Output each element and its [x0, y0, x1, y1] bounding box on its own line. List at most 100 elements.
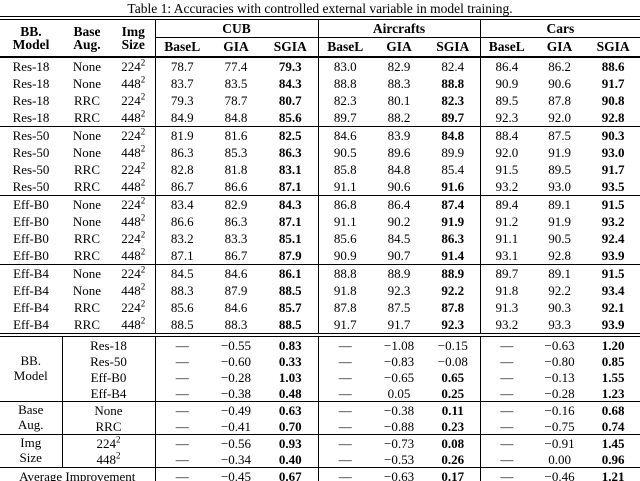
- value-cell: −0.75: [544, 418, 575, 434]
- col-header-base-aug: Base Aug.: [62, 18, 112, 58]
- cell-base-aug: RRC: [73, 317, 100, 332]
- value-cell: —: [479, 467, 534, 481]
- value-cell: 82.4: [441, 59, 465, 74]
- value-cell: 85.1: [278, 231, 302, 246]
- value-cell: 86.4: [372, 195, 427, 213]
- value-cell: 84.8: [387, 162, 411, 177]
- value-cell: 92.0: [548, 110, 571, 125]
- summary-sub-label: RRC: [61, 418, 155, 435]
- value-cell: 90.3: [548, 300, 571, 315]
- value-cell: 88.3: [154, 282, 209, 299]
- value-cell: 91.7: [317, 316, 373, 335]
- value-cell: 0.65: [441, 369, 465, 385]
- value-cell: 82.5: [263, 126, 319, 144]
- value-cell: 91.1: [317, 213, 373, 230]
- value-cell: −0.41: [220, 418, 252, 434]
- cell-img-size: 2242: [121, 230, 146, 246]
- header-line: Base: [73, 23, 101, 39]
- value-cell: 91.9: [548, 145, 571, 160]
- subcol-header-basel: BaseL: [479, 37, 534, 58]
- value-cell: 92.2: [441, 283, 465, 298]
- value-cell: 0.11: [426, 401, 481, 418]
- cell-backbone: Res-50: [0, 126, 62, 144]
- value-cell: —: [317, 451, 373, 468]
- average-improvement-label: Average Improvement: [0, 467, 155, 481]
- value-cell: 84.9: [154, 109, 209, 127]
- group-header-cub: CUB: [154, 18, 319, 38]
- value-cell: 92.1: [601, 300, 625, 315]
- value-cell: 87.9: [278, 248, 302, 263]
- cell-backbone: Eff-B0: [0, 195, 62, 213]
- value-cell: 93.3: [548, 317, 571, 332]
- value-cell: —: [479, 333, 534, 353]
- value-cell: 79.3: [154, 92, 209, 109]
- cell-img-size: 4482: [121, 109, 146, 125]
- superscript: 2: [140, 178, 146, 188]
- superscript: 2: [140, 316, 146, 326]
- cell-img-size: 4482: [121, 316, 146, 332]
- value-cell: 86.7: [154, 178, 209, 196]
- value-cell: −0.80: [544, 353, 575, 369]
- value-cell: 83.9: [372, 126, 427, 144]
- result-row: Res-18 None 4482 83.7 83.5 84.3 88.8 88.3 88.8 90…: [0, 75, 640, 92]
- header-line: Size: [121, 37, 145, 52]
- value-cell: 90.9: [479, 75, 534, 92]
- value-cell: —: [154, 467, 209, 481]
- value-cell: 85.8: [317, 161, 373, 178]
- value-cell: 92.8: [548, 248, 571, 263]
- summary-sub-label: Eff-B0: [61, 369, 155, 385]
- value-cell: 91.1: [317, 178, 373, 196]
- cell-backbone: Res-18: [12, 76, 50, 91]
- value-cell: —: [479, 385, 534, 402]
- result-row: Res-50 RRC 2242 82.8 81.8 83.1 85.8 84.8 85.4 91.…: [0, 161, 640, 178]
- value-cell: 91.7: [601, 76, 625, 91]
- cell-base-aug: RRC: [73, 162, 100, 177]
- summary-row: 4482— −0.34 0.40— −0.53 0.26—0.00 0.96: [0, 451, 640, 468]
- cell-img-size: 4482: [121, 247, 146, 263]
- col-header-bb-model: BB. Model: [0, 18, 62, 58]
- value-cell: 92.3: [479, 109, 534, 127]
- header-line: Img: [121, 23, 145, 39]
- value-cell: −0.60: [220, 353, 252, 369]
- cell-base-aug: RRC: [73, 300, 100, 315]
- value-cell: −0.38: [220, 385, 252, 401]
- value-cell: 83.4: [154, 195, 209, 213]
- value-cell: 0.67: [263, 467, 319, 481]
- value-cell: 0.63: [263, 401, 319, 418]
- value-cell: —: [317, 401, 373, 418]
- summary-sub-label: Eff-B4: [61, 385, 155, 402]
- value-cell: −0.13: [544, 369, 575, 385]
- value-cell: 91.5: [586, 195, 640, 213]
- cell-base-aug: None: [72, 145, 102, 160]
- value-cell: —: [317, 385, 373, 402]
- value-cell: 88.8: [441, 76, 465, 91]
- cell-backbone: Eff-B0: [13, 248, 49, 263]
- value-cell: 80.1: [387, 93, 411, 108]
- value-cell: −0.16: [533, 401, 587, 418]
- value-cell: 90.7: [387, 248, 411, 263]
- value-cell: 81.6: [209, 126, 263, 144]
- superscript: 2: [140, 161, 146, 171]
- superscript: 2: [140, 144, 146, 154]
- value-cell: 88.8: [317, 264, 373, 282]
- summary-sub-label: Res-50: [61, 353, 155, 369]
- value-cell: 89.7: [479, 264, 534, 282]
- cell-base-aug: RRC: [73, 231, 100, 246]
- value-cell: 89.7: [317, 109, 373, 127]
- value-cell: —: [479, 451, 534, 468]
- cell-img-size: 4482: [121, 75, 146, 91]
- result-row: Eff-B0 RRC 4482 87.1 86.7 87.9 90.9 90.7 91.4 93.…: [0, 247, 640, 265]
- subcol-header-sgia: SGIA: [586, 37, 640, 58]
- value-cell: −0.83: [383, 353, 415, 369]
- value-cell: 91.2: [479, 213, 534, 230]
- value-cell: 82.9: [209, 195, 263, 213]
- value-cell: 80.7: [278, 93, 302, 108]
- value-cell: 83.3: [224, 231, 248, 246]
- value-cell: 88.4: [479, 126, 534, 144]
- value-cell: 87.8: [548, 93, 571, 108]
- table-caption: Table 1: Accuracies with controlled exte…: [127, 1, 513, 16]
- cell-backbone: Eff-B4: [13, 317, 49, 332]
- value-cell: 87.5: [387, 300, 411, 315]
- cell-backbone: Eff-B4: [13, 283, 49, 298]
- value-cell: 92.0: [479, 144, 534, 161]
